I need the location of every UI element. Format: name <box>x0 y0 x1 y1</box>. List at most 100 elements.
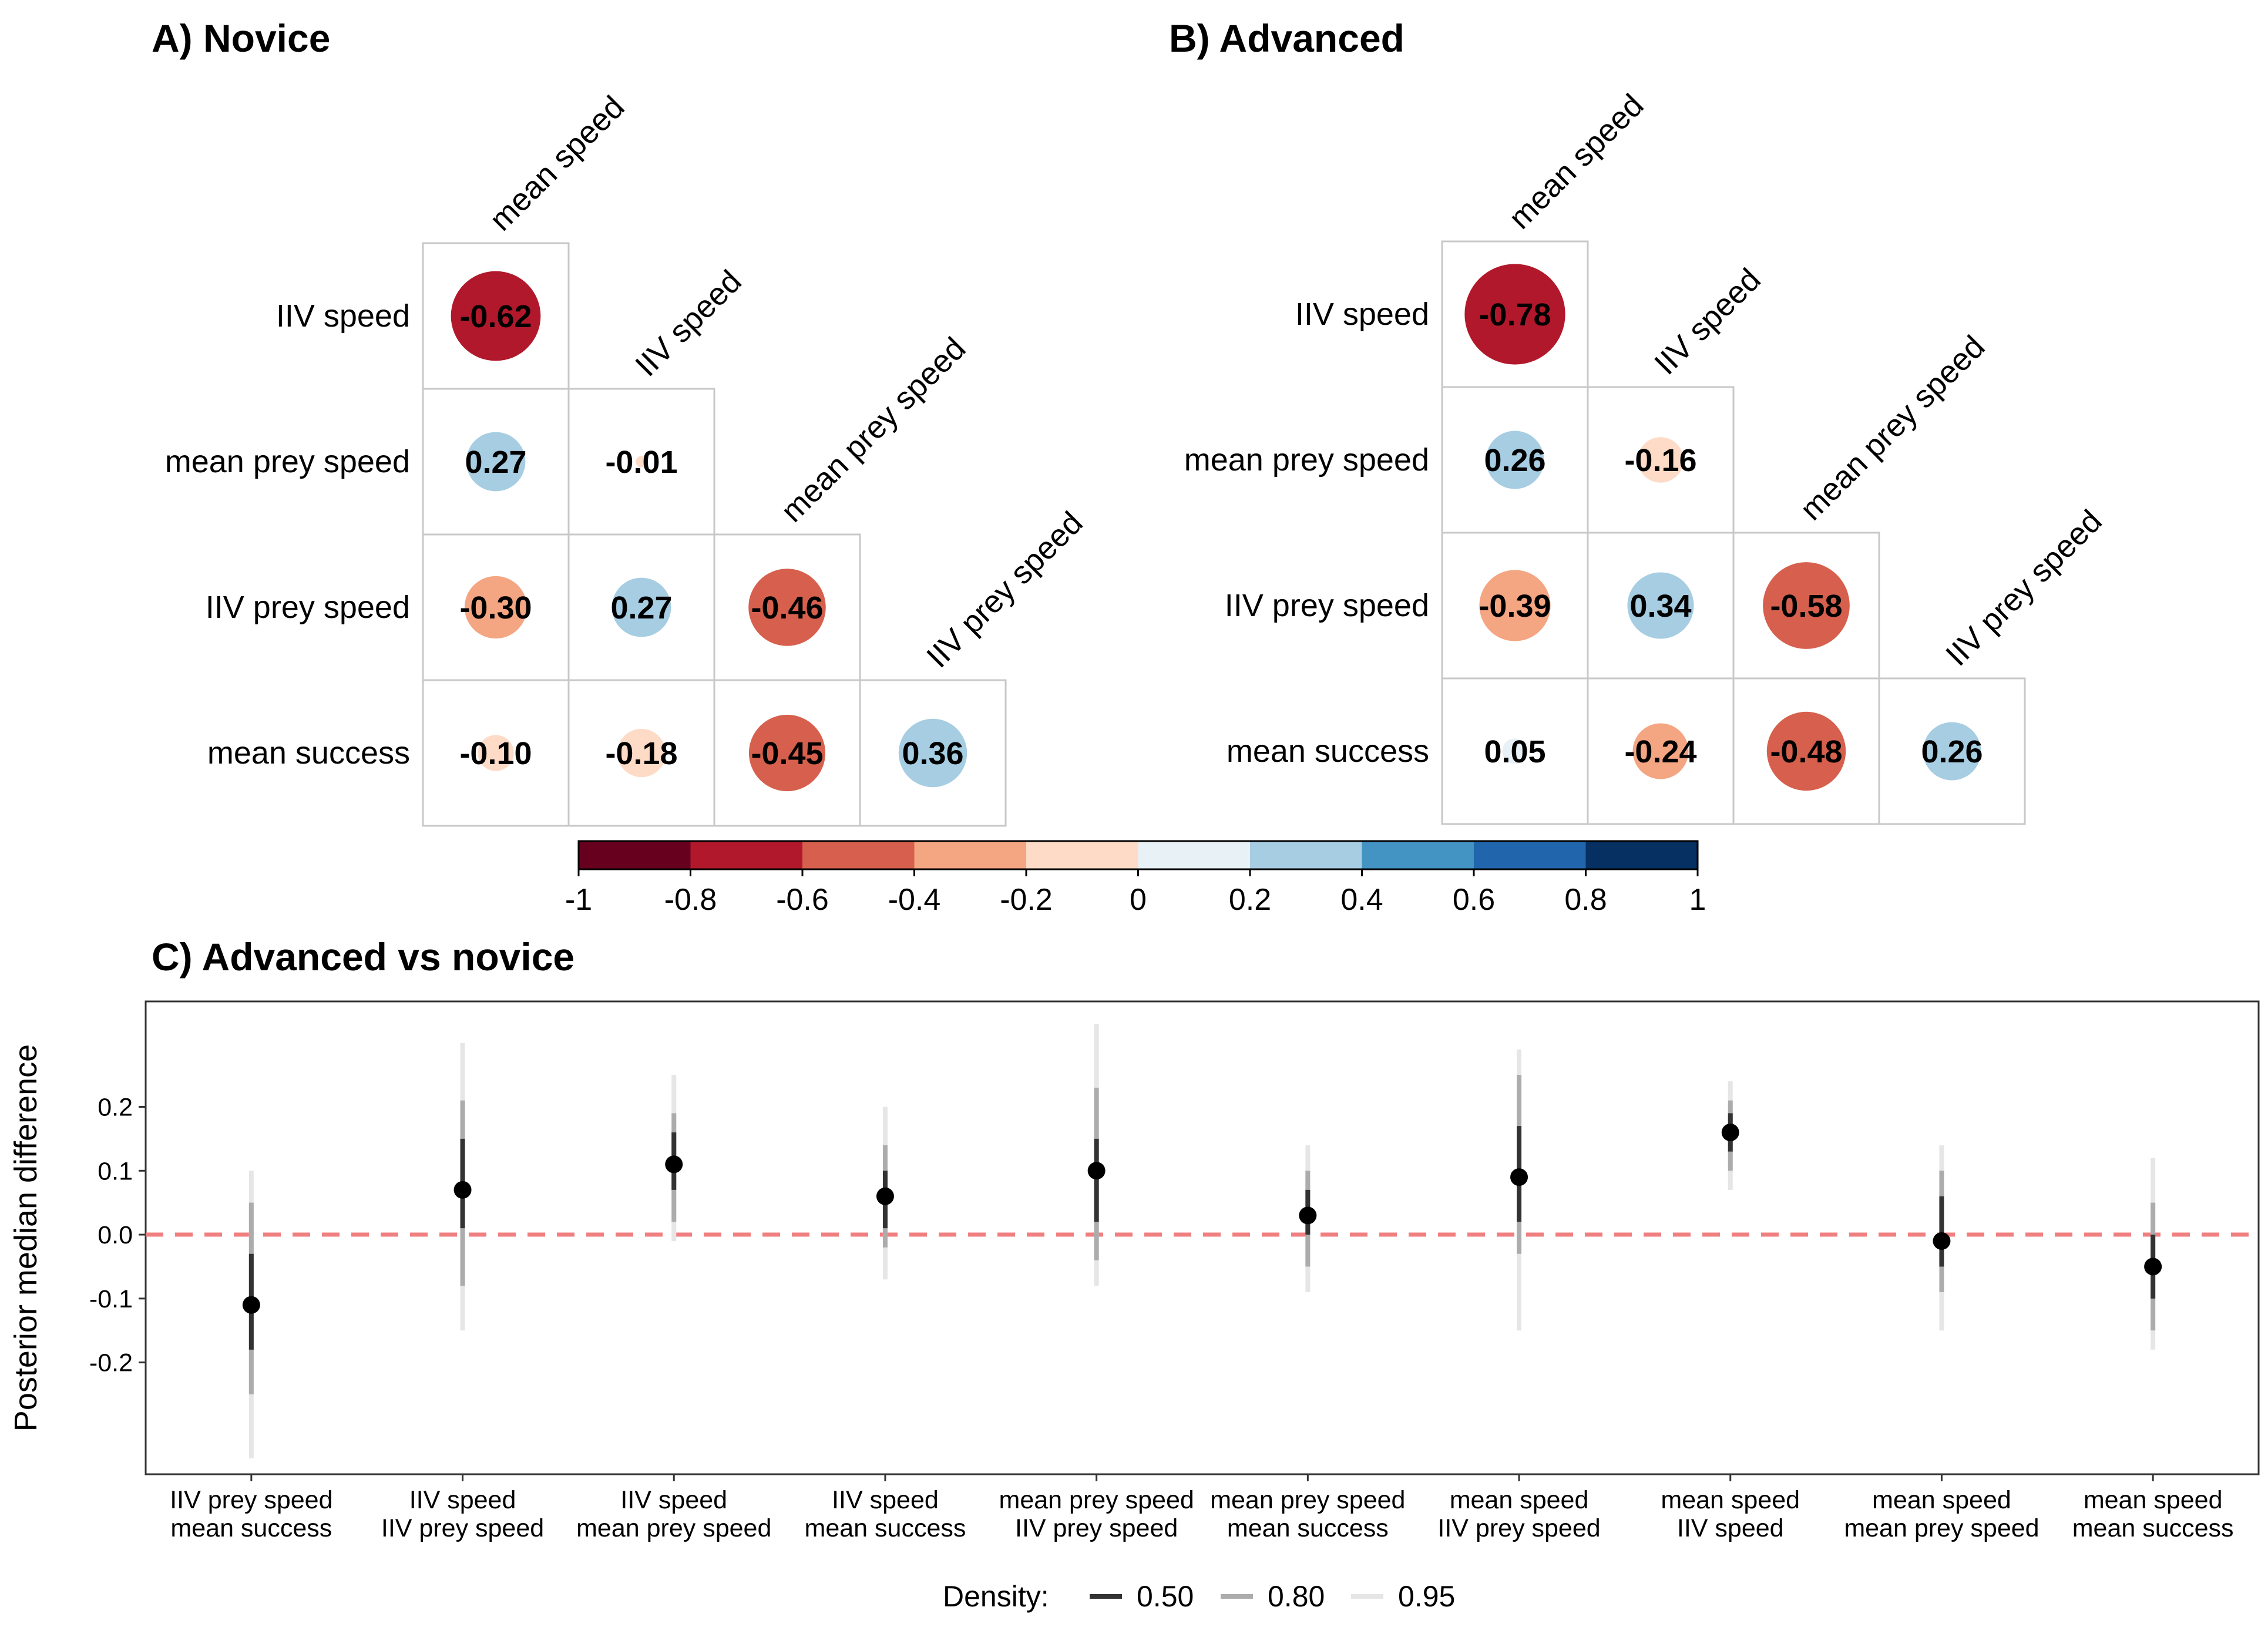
correlation-value: 0.36 <box>902 736 963 771</box>
correlation-value: -0.78 <box>1479 297 1551 332</box>
plot-panel <box>145 1000 2260 1475</box>
colorbar-tick-label: 1 <box>1689 883 1706 917</box>
x-tick-label: mean success <box>2072 1514 2234 1542</box>
correlation-circle <box>1632 723 1689 779</box>
column-label-mean-speed: mean speed <box>483 89 631 238</box>
colorbar-tick-label: 0.6 <box>1453 883 1495 917</box>
correlation-value: 0.27 <box>465 445 526 480</box>
colorbar-tick-label: 0 <box>1130 883 1147 917</box>
correlation-circle <box>451 271 541 361</box>
correlation-value: -0.62 <box>459 299 532 334</box>
colorbar-tick-label: -0.4 <box>888 883 941 917</box>
median-point <box>876 1187 894 1205</box>
y-axis-title: Posterior median difference <box>8 1044 43 1431</box>
x-tick-label: IIV prey speed <box>381 1514 544 1542</box>
x-tick-label: mean prey speed <box>576 1514 771 1542</box>
correlation-value: -0.30 <box>459 590 532 626</box>
correlation-matrix-advanced: IIV speed -0.78 mean prey speed 0.26 -0.16 II… <box>1184 88 2109 825</box>
colorbar-segment <box>690 841 803 869</box>
colorbar-tick-label: 0.4 <box>1340 883 1383 917</box>
colorbar-segment <box>579 841 691 869</box>
correlation-circle <box>478 735 514 771</box>
correlation-circle <box>1638 437 1684 483</box>
correlation-value: -0.46 <box>751 590 823 626</box>
colorbar-segment <box>1362 841 1474 869</box>
column-label-mean-prey-speed: mean prey speed <box>774 331 972 529</box>
correlation-matrix-novice: IIV speed -0.62 mean prey speed 0.27 -0.01 II… <box>165 89 1090 827</box>
row-label-iiv-speed: IIV speed <box>1295 297 1429 332</box>
correlation-circle <box>748 569 826 646</box>
y-tick-label: 0.0 <box>98 1221 133 1249</box>
colorbar-segment <box>1585 841 1698 869</box>
row-label-iiv-speed: IIV speed <box>276 298 410 334</box>
x-tick-label: mean prey speed <box>999 1486 1194 1514</box>
y-tick-label: 0.2 <box>98 1093 133 1121</box>
column-label-iiv-speed: IIV speed <box>1648 262 1768 382</box>
row-label-mean-prey-speed: mean prey speed <box>165 444 410 479</box>
column-label-mean-prey-speed: mean prey speed <box>1793 329 1991 527</box>
colorbar-segment <box>1474 841 1586 869</box>
x-tick-label: IIV prey speed <box>170 1486 332 1514</box>
median-point <box>1510 1168 1528 1186</box>
correlation-value: -0.24 <box>1624 734 1696 769</box>
colorbar-tick-label: -0.6 <box>776 883 829 917</box>
correlation-circle <box>1627 572 1694 639</box>
correlation-value: -0.10 <box>459 736 532 771</box>
x-tick-label: mean speed <box>1450 1486 1589 1514</box>
correlation-value: -0.58 <box>1770 589 1842 624</box>
correlation-circle <box>1763 562 1850 649</box>
colorbar-segment <box>914 841 1027 869</box>
colorbar-tick-label: -0.2 <box>1000 883 1053 917</box>
density-legend: Density: 0.50 0.80 0.95 <box>943 1580 1455 1613</box>
correlation-circle <box>611 577 671 637</box>
correlation-value: -0.16 <box>1624 443 1696 478</box>
correlation-circle <box>1502 738 1528 764</box>
row-label-iiv-prey-speed: IIV prey speed <box>206 590 410 625</box>
correlation-circle <box>1923 722 1981 781</box>
median-point <box>453 1181 472 1199</box>
median-point <box>1933 1232 1951 1250</box>
median-point <box>242 1296 260 1314</box>
legend-label: 0.95 <box>1398 1580 1455 1613</box>
colorbar: -1 -0.8 -0.6 -0.4 -0.2 0 0.2 0.4 0.6 0.8 1 <box>565 840 1706 917</box>
colorbar-segment <box>1026 841 1138 869</box>
colorbar-tick-label: 0.8 <box>1564 883 1607 917</box>
x-tick-label: mean speed <box>1661 1486 1800 1514</box>
row-label-iiv-prey-speed: IIV prey speed <box>1225 588 1429 623</box>
x-tick-label: IIV speed <box>409 1486 516 1514</box>
median-point <box>1299 1206 1317 1225</box>
panel-a-title: A) Novice <box>152 16 330 60</box>
median-point <box>665 1155 683 1174</box>
colorbar-segment <box>1138 841 1251 869</box>
panel-c-title: C) Advanced vs novice <box>152 935 574 979</box>
correlation-value: -0.01 <box>605 445 677 480</box>
row-label-mean-prey-speed: mean prey speed <box>1184 442 1429 478</box>
correlation-value: -0.39 <box>1479 589 1551 624</box>
y-tick-label: 0.1 <box>98 1157 133 1185</box>
colorbar-tick-label: 0.2 <box>1229 883 1271 917</box>
correlation-circle <box>748 714 826 792</box>
median-point <box>2144 1258 2162 1276</box>
x-tick-label: mean success <box>1227 1514 1389 1542</box>
correlation-circle <box>636 456 647 468</box>
colorbar-segment <box>1250 841 1362 869</box>
correlation-circle <box>464 576 527 639</box>
correlation-circle <box>617 728 666 778</box>
correlation-circle <box>1479 570 1551 641</box>
row-label-mean-success: mean success <box>1227 734 1429 769</box>
median-point <box>1721 1124 1739 1142</box>
x-tick-label: IIV prey speed <box>1437 1514 1600 1542</box>
correlation-circle <box>1766 711 1846 791</box>
column-label-mean-speed: mean speed <box>1502 88 1651 236</box>
x-tick-label: mean speed <box>2084 1486 2223 1514</box>
x-tick-label: IIV speed <box>620 1486 727 1514</box>
x-tick-label: IIV speed <box>832 1486 939 1514</box>
correlation-value: 0.34 <box>1629 589 1691 624</box>
column-label-iiv-speed: IIV speed <box>629 264 748 384</box>
x-tick-label: IIV speed <box>1677 1514 1784 1542</box>
y-tick-label: -0.2 <box>89 1349 133 1377</box>
x-tick-label: IIV prey speed <box>1015 1514 1178 1542</box>
correlation-circle <box>898 718 967 788</box>
correlation-value: 0.26 <box>1921 734 1983 769</box>
